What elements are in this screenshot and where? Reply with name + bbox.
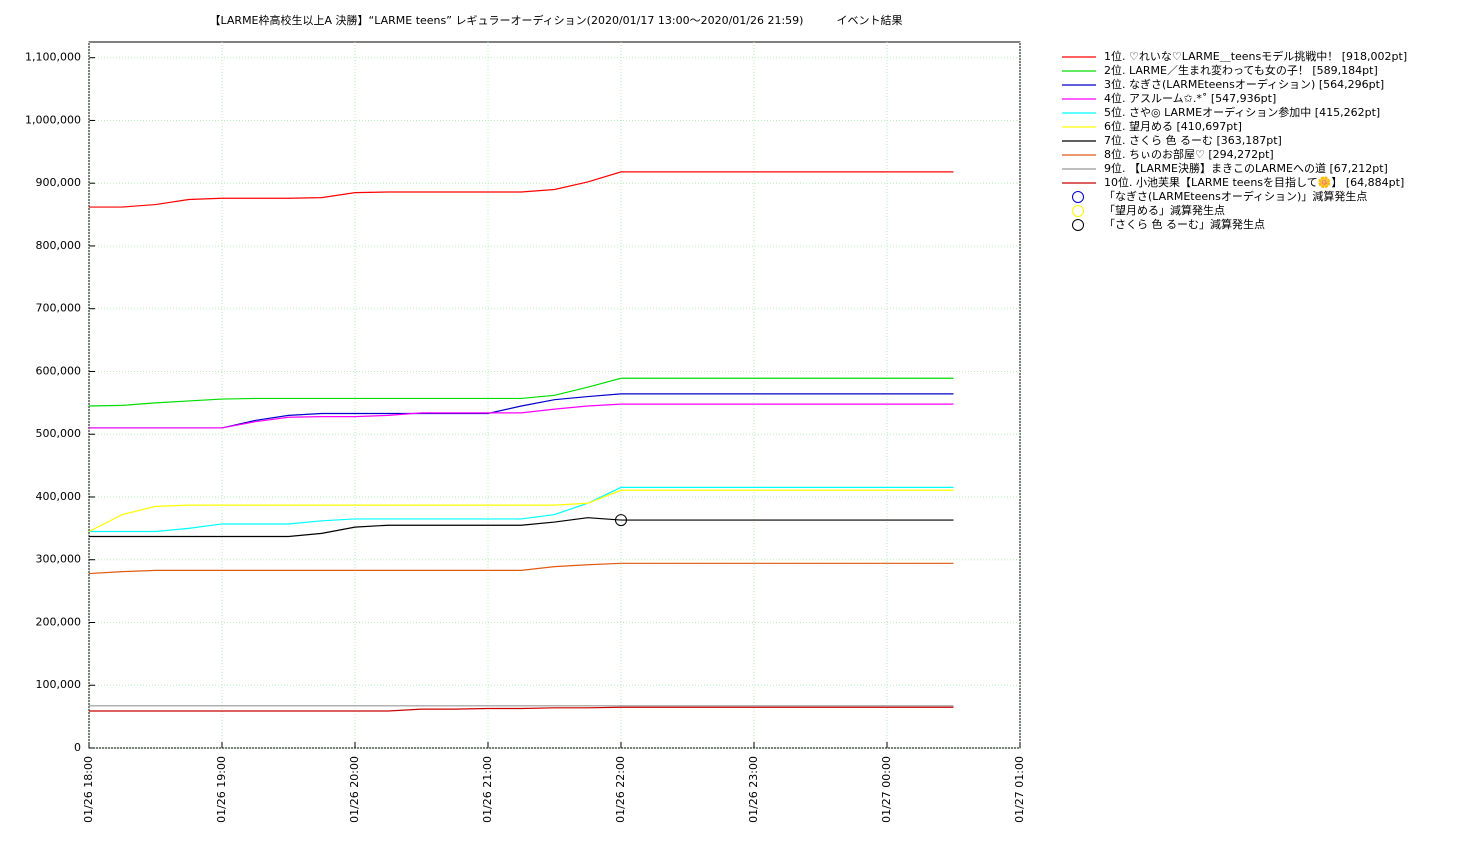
y-tick-label: 1,100,000 — [25, 51, 81, 64]
legend-label: 2位. LARME／生まれ変わっても女の子！ [589,184pt] — [1104, 63, 1378, 77]
x-tick-label: 01/26 20:00 — [348, 756, 361, 823]
legend-marker — [1072, 191, 1084, 203]
legend-label: 7位. さくら 色 るーむ [363,187pt] — [1104, 133, 1282, 147]
y-tick-label: 800,000 — [36, 239, 82, 252]
x-tick-label: 01/26 21:00 — [481, 756, 494, 823]
legend-label: 4位. アスルーム✩.*˚ [547,936pt] — [1104, 91, 1276, 105]
y-tick-label: 100,000 — [36, 678, 82, 691]
x-tick-label: 01/26 22:00 — [614, 756, 627, 823]
x-tick-label: 01/27 01:00 — [1013, 756, 1026, 823]
marker — [615, 514, 627, 527]
series-line — [89, 517, 954, 538]
series-line — [89, 486, 954, 533]
x-tick-label: 01/26 23:00 — [747, 756, 760, 823]
series-line — [88, 377, 954, 407]
legend-label: 3位. なぎさ(LARMEteensオーディション) [564,296pt] — [1104, 77, 1384, 91]
legend-label: 5位. さや◎ LARMEオーディション参加中 [415,262pt] — [1104, 105, 1380, 119]
legend-label: 8位. ちぃのお部屋♡ [294,272pt] — [1104, 147, 1274, 161]
legend-marker — [1072, 219, 1084, 231]
y-tick-label: 400,000 — [36, 490, 82, 503]
x-tick-label: 01/26 19:00 — [215, 756, 228, 823]
y-tick-label: 0 — [74, 741, 81, 754]
series-line — [89, 403, 954, 429]
legend-label: 「さくら 色 るーむ」減算発生点 — [1104, 217, 1265, 231]
y-tick-label: 700,000 — [36, 302, 82, 315]
series-line — [88, 562, 954, 575]
series-line — [89, 706, 954, 712]
series-line — [89, 171, 954, 208]
y-tick-label: 500,000 — [36, 427, 82, 440]
legend-label: 「なぎさ(LARMEteensオーディション)」減算発生点 — [1104, 189, 1367, 203]
y-tick-label: 600,000 — [36, 364, 82, 377]
legend-marker — [1072, 205, 1084, 217]
legend-label: 6位. 望月める [410,697pt] — [1104, 119, 1242, 133]
series-line — [88, 489, 954, 533]
legend-label: 10位. 小池芙果【LARME teensを目指して🌼】 [64,884pt] — [1104, 175, 1404, 189]
y-tick-label: 200,000 — [36, 615, 82, 628]
y-tick-label: 1,000,000 — [25, 113, 81, 126]
legend-label: 9位. 【LARME決勝】まきこのLARMEへの道 [67,212pt] — [1104, 161, 1388, 175]
legend-label: 1位. ♡れいな♡LARME＿teensモデル挑戦中！ [918,002pt] — [1104, 49, 1407, 63]
x-tick-label: 01/27 00:00 — [880, 756, 893, 823]
y-tick-label: 900,000 — [36, 176, 82, 189]
y-tick-label: 300,000 — [36, 553, 82, 566]
chart-title: 【LARME枠高校生以上A 決勝】“LARME teens” レギュラーオーディ… — [210, 13, 903, 27]
x-tick-label: 01/26 18:00 — [82, 756, 95, 823]
legend-label: 「望月める」減算発生点 — [1104, 203, 1225, 217]
